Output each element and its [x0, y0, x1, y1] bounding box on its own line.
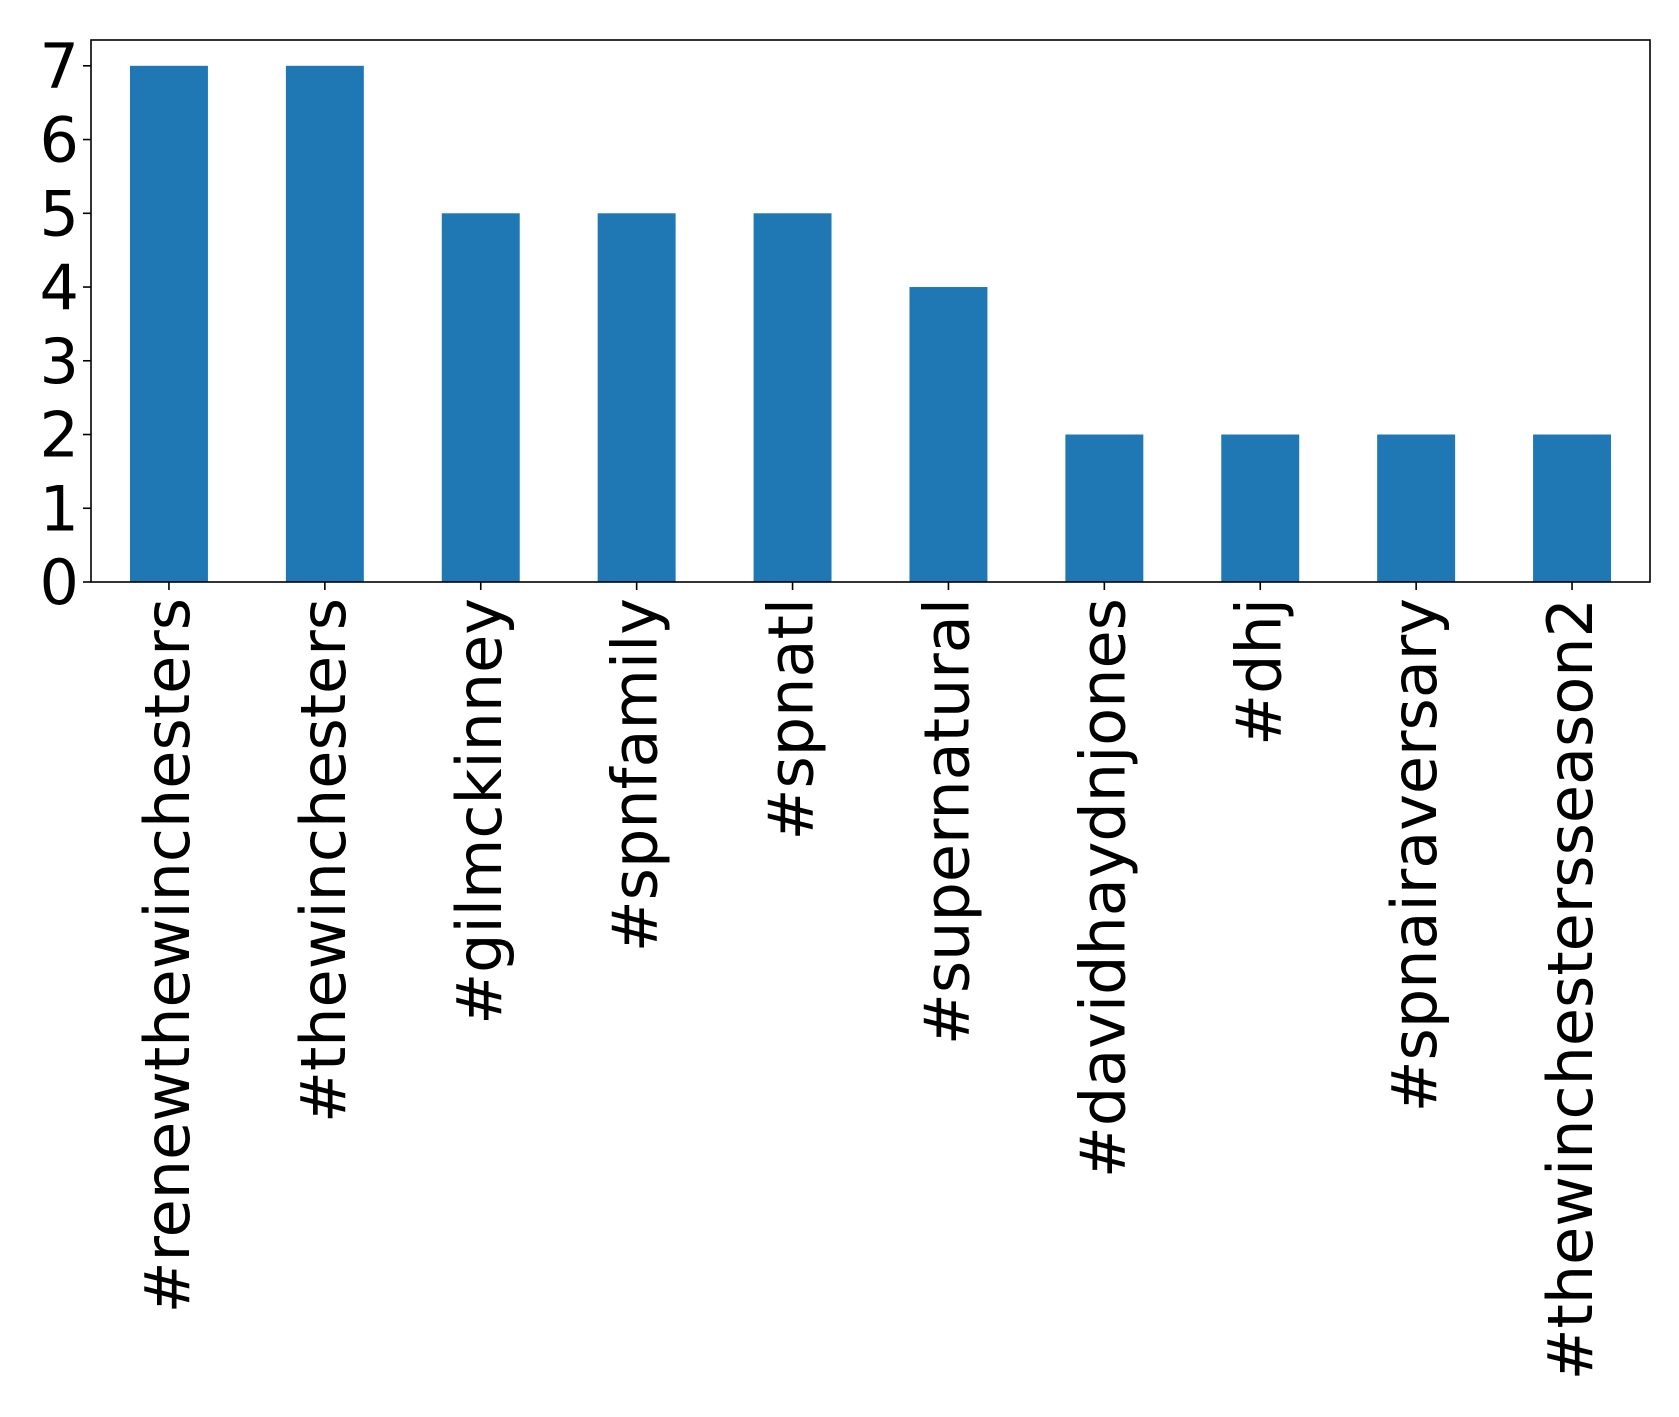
plot-area-frame	[90, 39, 1651, 583]
y-tick-label: 2	[40, 399, 79, 472]
x-tick-label: #thewinchestersseason2	[1534, 598, 1607, 1380]
y-tick-label: 0	[40, 546, 79, 619]
y-tick-label: 6	[40, 104, 79, 177]
bar-dhj	[1221, 434, 1300, 582]
x-tick-label: #supernatural	[910, 598, 983, 1045]
bar-thewinchesters	[285, 65, 364, 583]
x-tick-label: #spnatl	[755, 598, 828, 840]
y-tick-label: 3	[40, 325, 79, 398]
y-tick-label: 5	[40, 177, 79, 250]
bar-spnfamily	[597, 213, 676, 582]
x-tick-label: #gilmckinney	[443, 598, 516, 1025]
bar-davidhaydnjones	[1065, 434, 1144, 582]
x-tick-label: #davidhaydnjones	[1066, 598, 1139, 1178]
bars-group	[129, 65, 1612, 583]
y-tick-label: 4	[40, 251, 79, 324]
bar-thewinchestersseason2	[1533, 434, 1612, 582]
x-tick-label: #thewinchesters	[287, 598, 360, 1123]
x-tick-label: #spnfamily	[599, 598, 672, 952]
bar-spnairaversary	[1377, 434, 1456, 582]
y-tick-label: 7	[40, 30, 79, 103]
bar-supernatural	[909, 287, 988, 582]
x-tick-label: #dhj	[1222, 598, 1295, 746]
bar-gilmckinney	[441, 213, 520, 582]
x-axis: #renewthewinchesters #thewinchesters #gilm…	[131, 582, 1607, 1380]
y-tick-label: 1	[40, 472, 79, 545]
x-tick-label: #renewthewinchesters	[131, 598, 204, 1313]
x-tick-label: #spnairaversary	[1378, 598, 1451, 1112]
bar-spnatl	[753, 213, 832, 582]
bar-renewthewinchesters	[129, 65, 208, 583]
